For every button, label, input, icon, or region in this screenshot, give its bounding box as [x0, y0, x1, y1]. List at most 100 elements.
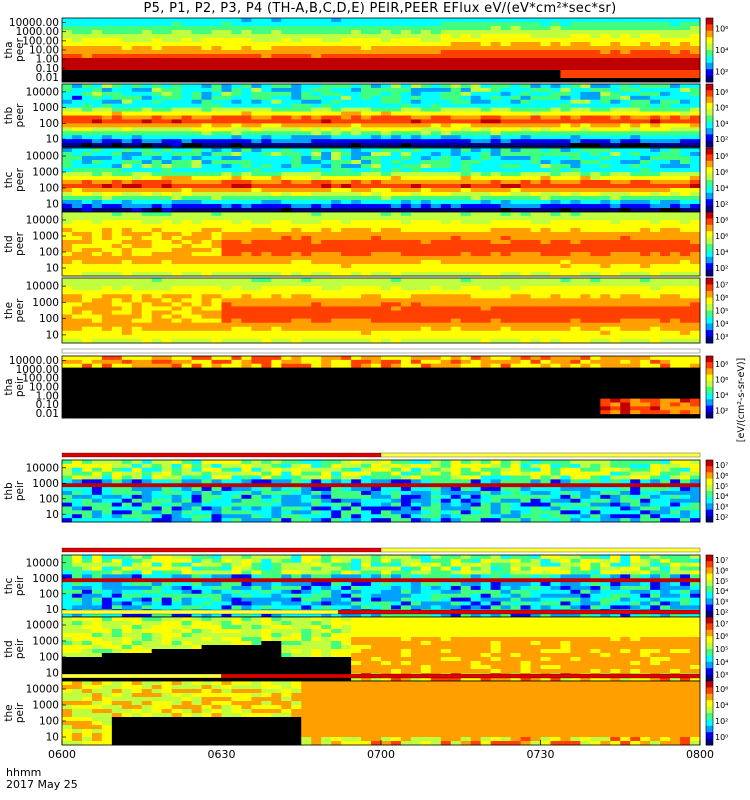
spectrogram-cell — [81, 156, 93, 161]
spectrogram-cell — [520, 34, 531, 39]
spectrogram-cell — [650, 119, 661, 124]
spectrogram-cell — [81, 268, 93, 273]
spectrogram-cell — [141, 42, 153, 47]
spectrogram-cell — [650, 62, 661, 67]
spectrogram-cell — [291, 131, 302, 136]
spectrogram-cell — [121, 310, 133, 315]
spectrogram-cell — [251, 252, 262, 257]
spectrogram-cell — [71, 143, 83, 148]
spectrogram-cell — [680, 236, 691, 241]
spectrogram-cell — [630, 107, 641, 112]
spectrogram-cell — [131, 264, 143, 269]
spectrogram-cell — [410, 334, 422, 340]
spectrogram-cell — [161, 314, 173, 320]
spectrogram-cell — [660, 70, 671, 75]
spectrogram-cell — [231, 152, 242, 157]
spectrogram-cell — [71, 70, 83, 75]
spectrogram-cell — [261, 220, 272, 225]
spectrogram-cell — [141, 26, 153, 31]
spectrogram-cell — [440, 58, 452, 63]
spectrogram-cell — [640, 58, 651, 63]
spectrogram-cell — [261, 115, 272, 120]
spectrogram-cell — [500, 264, 511, 269]
spectrogram-cell — [390, 326, 402, 332]
spectrogram-cell — [470, 326, 482, 332]
spectrogram-cell — [261, 216, 272, 221]
spectrogram-cell — [161, 252, 173, 257]
spectrogram-cell — [630, 42, 641, 47]
spectrogram-cell — [91, 188, 103, 193]
spectrogram-cell — [351, 264, 362, 269]
spectrogram-cell — [81, 306, 93, 311]
spectrogram-cell — [660, 196, 671, 201]
spectrogram-cell — [231, 338, 242, 344]
spectrogram-cell — [271, 84, 282, 89]
spectrogram-cell — [301, 334, 312, 340]
spectrogram-cell — [241, 302, 252, 307]
spectrogram-cell — [171, 318, 183, 324]
spectrogram-cell — [420, 38, 432, 43]
spectrogram-cell — [261, 298, 272, 303]
spectrogram-cell — [191, 200, 202, 205]
spectrogram-cell — [191, 22, 202, 27]
spectrogram-cell — [281, 224, 292, 229]
spectrogram-cell — [570, 115, 581, 120]
spectrogram-cell — [121, 204, 133, 209]
spectrogram-cell — [460, 244, 472, 249]
spectrogram-cell — [540, 192, 551, 197]
spectrogram-cell — [381, 26, 392, 31]
spectrogram-cell — [161, 78, 173, 83]
spectrogram-cell — [141, 99, 153, 105]
spectrogram-cell — [131, 298, 143, 303]
spectrogram-cell — [171, 168, 183, 173]
spectrogram-cell — [351, 66, 362, 71]
spectrogram-cell — [630, 268, 641, 273]
spectrogram-cell — [191, 180, 202, 185]
spectrogram-cell — [181, 208, 192, 213]
spectrogram-cell — [460, 91, 472, 97]
spectrogram-cell — [261, 326, 272, 332]
spectrogram-cell — [540, 200, 551, 205]
colorbar-segment — [706, 234, 713, 239]
spectrogram-cell — [121, 180, 133, 185]
spectrogram-cell — [301, 127, 312, 132]
spectrogram-cell — [410, 326, 422, 332]
spectrogram-cell — [450, 220, 462, 225]
spectrogram-cell — [480, 326, 492, 332]
spectrogram-cell — [450, 164, 462, 169]
spectrogram-cell — [341, 123, 352, 128]
spectrogram-cell — [480, 256, 492, 261]
spectrogram-cell — [590, 220, 601, 225]
spectrogram-cell — [550, 42, 561, 47]
spectrogram-cell — [291, 107, 302, 112]
spectrogram-cell — [460, 256, 472, 261]
colorbar-segment — [706, 247, 713, 251]
colorbar-tick-label: 10⁸ — [715, 152, 728, 161]
spectrogram-cell — [181, 244, 192, 249]
spectrogram-cell — [381, 278, 392, 283]
spectrogram-cell — [191, 298, 202, 303]
spectrogram-cell — [430, 310, 442, 315]
spectrogram-cell — [81, 228, 93, 233]
spectrogram-cell — [460, 38, 472, 43]
spectrogram-cell — [261, 264, 272, 269]
spectrogram-cell — [580, 123, 591, 128]
spectrogram-cell — [141, 30, 153, 35]
spectrogram-cell — [560, 115, 571, 120]
spectrogram-cell — [480, 54, 492, 59]
spectrogram-cell — [291, 70, 302, 75]
spectrogram-cell — [430, 87, 442, 93]
spectrogram-cell — [690, 204, 701, 209]
spectrogram-cell — [381, 248, 392, 253]
spectrogram-cell — [291, 180, 302, 185]
spectrogram-cell — [221, 148, 232, 153]
spectrogram-cell — [111, 306, 123, 311]
spectrogram-cell — [610, 70, 621, 75]
spectrogram-cell — [480, 208, 492, 213]
spectrogram-cell — [620, 180, 631, 185]
spectrogram-cell — [331, 204, 342, 209]
spectrogram-cell — [341, 318, 352, 324]
spectrogram-cell — [470, 160, 482, 165]
spectrogram-cell — [331, 148, 342, 153]
spectrogram-cell — [640, 200, 651, 205]
